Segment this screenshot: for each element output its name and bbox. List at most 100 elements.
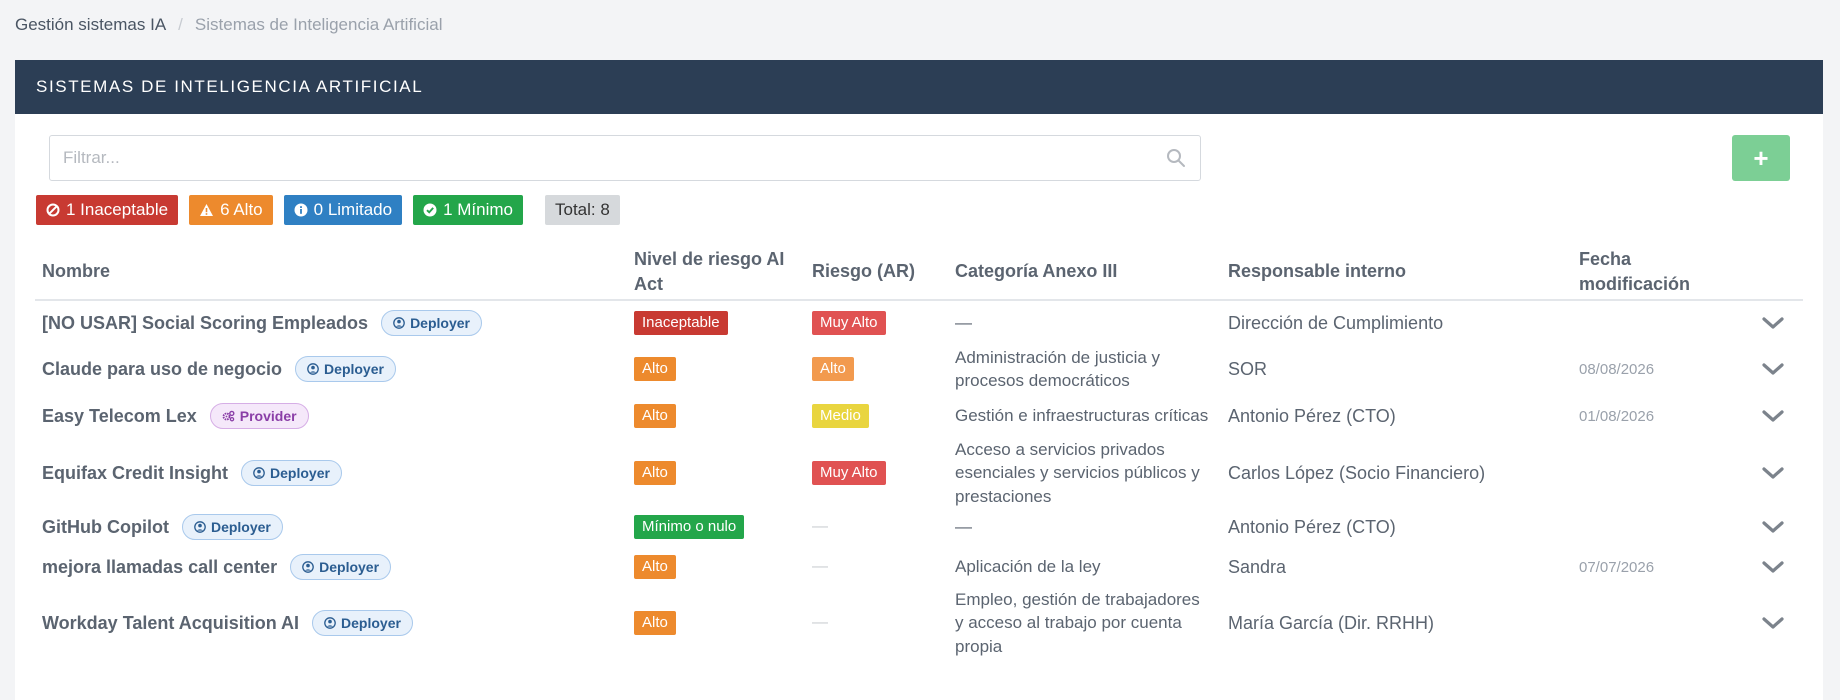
category-line: Empleo, gestión de trabajadores [955, 589, 1200, 609]
risk-ar-tag: Alto [812, 357, 854, 381]
ai-act-level-cell: Alto [634, 344, 676, 394]
system-name[interactable]: [NO USAR] Social Scoring Empleados [42, 312, 369, 333]
breadcrumb-root-link[interactable]: Gestión sistemas IA [15, 15, 167, 34]
ai-act-level-tag: Alto [634, 404, 676, 428]
responsible-name: SOR [1228, 358, 1268, 379]
chevron-down-icon[interactable] [1762, 316, 1784, 330]
date-cell: 07/07/2026 [1579, 548, 1654, 586]
name-cell: GitHub Copilot Deployer [42, 508, 283, 546]
system-name[interactable]: Easy Telecom Lex [42, 405, 197, 426]
ai-act-level-cell: Mínimo o nulo [634, 508, 745, 546]
chevron-down-icon[interactable] [1762, 362, 1784, 376]
header-riesgo[interactable]: Riesgo (AR) [812, 261, 915, 281]
system-name[interactable]: Equifax Credit Insight [42, 462, 229, 483]
badge-total: Total: 8 [545, 195, 620, 225]
role-badge: Deployer [290, 554, 392, 580]
category-cell: Gestión e infraestructuras críticas [955, 396, 1208, 436]
badge-limitado[interactable]: 0 Limitado [283, 195, 403, 225]
risk-ar-tag: Muy Alto [812, 311, 886, 335]
header-fecha[interactable]: Fecha modificación [1579, 247, 1690, 297]
user-circle-icon [393, 317, 405, 329]
risk-ar-cell: Medio [812, 396, 869, 436]
responsible-cell: Antonio Pérez (CTO) [1228, 508, 1396, 546]
table-header: Nombre Nivel de riesgo AI Act Riesgo (AR… [35, 243, 1803, 301]
search-icon [1167, 149, 1185, 167]
header-nivel[interactable]: Nivel de riesgo AI Act [634, 247, 784, 297]
badge-minimo[interactable]: 1 Mínimo [413, 195, 523, 225]
user-circle-icon [302, 561, 314, 573]
add-system-button[interactable]: + [1732, 135, 1790, 181]
header-nivel-line2: Act [634, 274, 664, 294]
ban-icon [46, 203, 60, 217]
table-row[interactable]: Workday Talent Acquisition AI Deployer Alt… [35, 588, 1803, 658]
risk-ar-empty: — [812, 614, 828, 631]
systems-panel: SISTEMAS DE INTELIGENCIA ARTIFICIAL + 1 … [15, 60, 1823, 700]
badge-alto[interactable]: 6 Alto [189, 195, 273, 225]
table-row[interactable]: GitHub Copilot Deployer Mínimo o nulo — — Ant… [35, 508, 1803, 546]
warning-triangle-icon [200, 204, 214, 216]
ai-act-level-tag: Alto [634, 555, 676, 579]
category-line: Aplicación de la ley [955, 557, 1101, 577]
chevron-down-icon[interactable] [1762, 409, 1784, 423]
category-cell: Empleo, gestión de trabajadores y acceso … [955, 588, 1200, 658]
system-name[interactable]: GitHub Copilot [42, 516, 169, 537]
category-line: — [955, 313, 972, 333]
info-circle-icon [294, 203, 308, 217]
ai-act-level-cell: Alto [634, 396, 676, 436]
responsible-name: Antonio Pérez (CTO) [1228, 516, 1396, 537]
panel-title: SISTEMAS DE INTELIGENCIA ARTIFICIAL [36, 77, 424, 96]
responsible-name: Dirección de Cumplimiento [1228, 312, 1444, 333]
role-badge: Deployer [241, 460, 342, 486]
name-cell: Workday Talent Acquisition AI Deployer [42, 588, 413, 658]
name-cell: Equifax Credit Insight Deployer [42, 442, 342, 504]
role-badge: Deployer [381, 310, 482, 336]
risk-ar-empty: — [812, 558, 828, 575]
table-row[interactable]: Claude para uso de negocio Deployer Alto Al… [35, 344, 1803, 394]
risk-ar-tag: Muy Alto [812, 461, 886, 485]
header-responsable[interactable]: Responsable interno [1228, 261, 1407, 281]
chevron-down-icon[interactable] [1762, 520, 1784, 534]
category-line: Acceso a servicios privados [955, 439, 1165, 459]
table-row[interactable]: Equifax Credit Insight Deployer Alto Muy Al… [35, 440, 1803, 506]
table-row[interactable]: [NO USAR] Social Scoring Empleados Deploy… [35, 304, 1803, 342]
role-label: Deployer [341, 615, 401, 631]
category-cell: — [955, 304, 972, 342]
responsible-name: Antonio Pérez (CTO) [1228, 405, 1396, 426]
table-row[interactable]: mejora llamadas call center Deployer Alto —… [35, 548, 1803, 586]
header-categoria[interactable]: Categoría Anexo III [955, 261, 1118, 281]
panel-header: SISTEMAS DE INTELIGENCIA ARTIFICIAL [15, 60, 1823, 114]
responsible-cell: SOR [1228, 344, 1267, 394]
chevron-down-icon[interactable] [1762, 560, 1784, 574]
header-fecha-line1: Fecha [1579, 249, 1632, 269]
role-badge: Deployer [312, 610, 413, 636]
table-row[interactable]: Easy Telecom Lex Provider Alto Medio Gestión… [35, 396, 1803, 436]
category-line: y acceso al trabajo por cuenta [955, 613, 1182, 633]
system-name[interactable]: Workday Talent Acquisition AI [42, 612, 300, 633]
ai-act-level-cell: Alto [634, 548, 676, 586]
chevron-down-icon[interactable] [1762, 466, 1784, 480]
filter-input[interactable] [50, 136, 1200, 180]
badge-limitado-label: 0 Limitado [313, 200, 393, 219]
category-line: — [955, 517, 972, 537]
gears-icon [222, 410, 235, 422]
badge-inaceptable[interactable]: 1 Inaceptable [36, 195, 179, 225]
system-name[interactable]: Claude para uso de negocio [42, 358, 283, 379]
breadcrumb-current: Sistemas de Inteligencia Artificial [194, 15, 443, 34]
risk-ar-cell: — [812, 548, 828, 586]
ai-act-level-cell: Inaceptable [634, 304, 728, 342]
badge-minimo-label: 1 Mínimo [443, 200, 513, 219]
ai-act-level-tag: Alto [634, 357, 676, 381]
risk-ar-cell: Alto [812, 344, 854, 394]
header-nombre[interactable]: Nombre [42, 261, 111, 281]
chevron-down-icon[interactable] [1762, 616, 1784, 630]
role-label: Deployer [270, 465, 330, 481]
category-line: esenciales y servicios públicos y [955, 463, 1200, 483]
expand-cell [1762, 396, 1784, 436]
category-cell: Aplicación de la ley [955, 548, 1101, 586]
responsible-name: María García (Dir. RRHH) [1228, 612, 1435, 633]
expand-cell [1762, 588, 1784, 658]
responsible-cell: Carlos López (Socio Financiero) [1228, 442, 1485, 504]
category-line: Administración de justicia y [955, 347, 1161, 367]
role-badge: Provider [209, 403, 309, 429]
system-name[interactable]: mejora llamadas call center [42, 556, 278, 577]
